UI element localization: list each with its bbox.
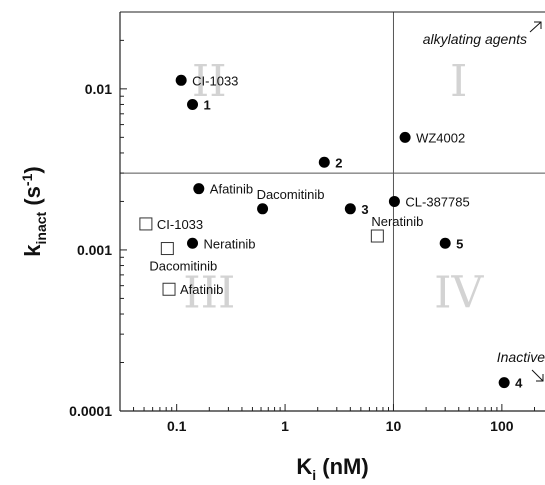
point-label: Neratinib [204, 236, 256, 251]
y-tick-label: 0.001 [77, 242, 112, 258]
point-label: Afatinib [210, 182, 253, 197]
point-label: 5 [456, 236, 463, 251]
x-tick-label: 100 [490, 418, 514, 434]
y-axis-label: kinact (s-1) [19, 166, 49, 256]
data-points: CI-1033 1 WZ4002 2 Afatinib Dacomitinib 3 CL-38… [139, 73, 523, 391]
arrow-up-right-icon [529, 21, 542, 33]
point-label: 1 [204, 97, 211, 112]
filled-circle-point [439, 237, 451, 249]
point-label: 2 [335, 155, 342, 170]
filled-circle-point [187, 98, 199, 110]
filled-circle-point [344, 203, 356, 215]
open-square-point [139, 217, 153, 231]
open-square-point [370, 229, 384, 243]
filled-circle-point [193, 183, 205, 195]
open-square-point [162, 282, 176, 296]
point-label: 3 [361, 202, 368, 217]
filled-circle-point [187, 237, 199, 249]
point-label: CL-387785 [405, 194, 469, 209]
point-label: Dacomitinib [149, 259, 217, 274]
quadrant-label: I [450, 56, 467, 107]
filled-circle-point [498, 377, 510, 389]
point-label: WZ4002 [416, 130, 465, 145]
filled-circle-point [399, 131, 411, 143]
y-tick-label: 0.01 [85, 81, 112, 97]
arrowhead-up-right-icon [534, 21, 542, 29]
point-label: Neratinib [371, 214, 423, 229]
annotations: alkylating agents Inactive [423, 21, 545, 382]
arrow-down-right-icon [531, 369, 544, 382]
filled-circle-point [175, 74, 187, 86]
quadrant-label: II [192, 56, 227, 107]
annotation-inactive: Inactive [497, 349, 545, 365]
filled-circle-point [318, 156, 330, 168]
plot-area [120, 12, 545, 411]
point-label: CI-1033 [192, 73, 238, 88]
x-tick-label: 0.1 [167, 418, 187, 434]
point-label: 4 [515, 376, 523, 391]
x-tick-label: 10 [386, 418, 402, 434]
filled-circle-point [257, 203, 269, 215]
x-axis-label: Ki (nM) [296, 454, 368, 483]
x-tick-label: 1 [281, 418, 289, 434]
open-square-point [160, 242, 174, 256]
y-tick-label: 0.0001 [69, 403, 112, 419]
arrowhead-down-right-icon [536, 374, 544, 382]
quadrant-label: III [183, 267, 235, 318]
axes: 0.1 1 10 100 0.0001 0.001 0.01 Ki (nM) kinact (s… [19, 11, 545, 483]
quadrant-label: IV [434, 267, 484, 318]
annotation-alkylating-agents: alkylating agents [423, 31, 527, 47]
point-label: Afatinib [180, 282, 223, 297]
filled-circle-point [388, 195, 400, 207]
point-label: CI-1033 [157, 217, 203, 232]
point-label: Dacomitinib [257, 187, 325, 202]
